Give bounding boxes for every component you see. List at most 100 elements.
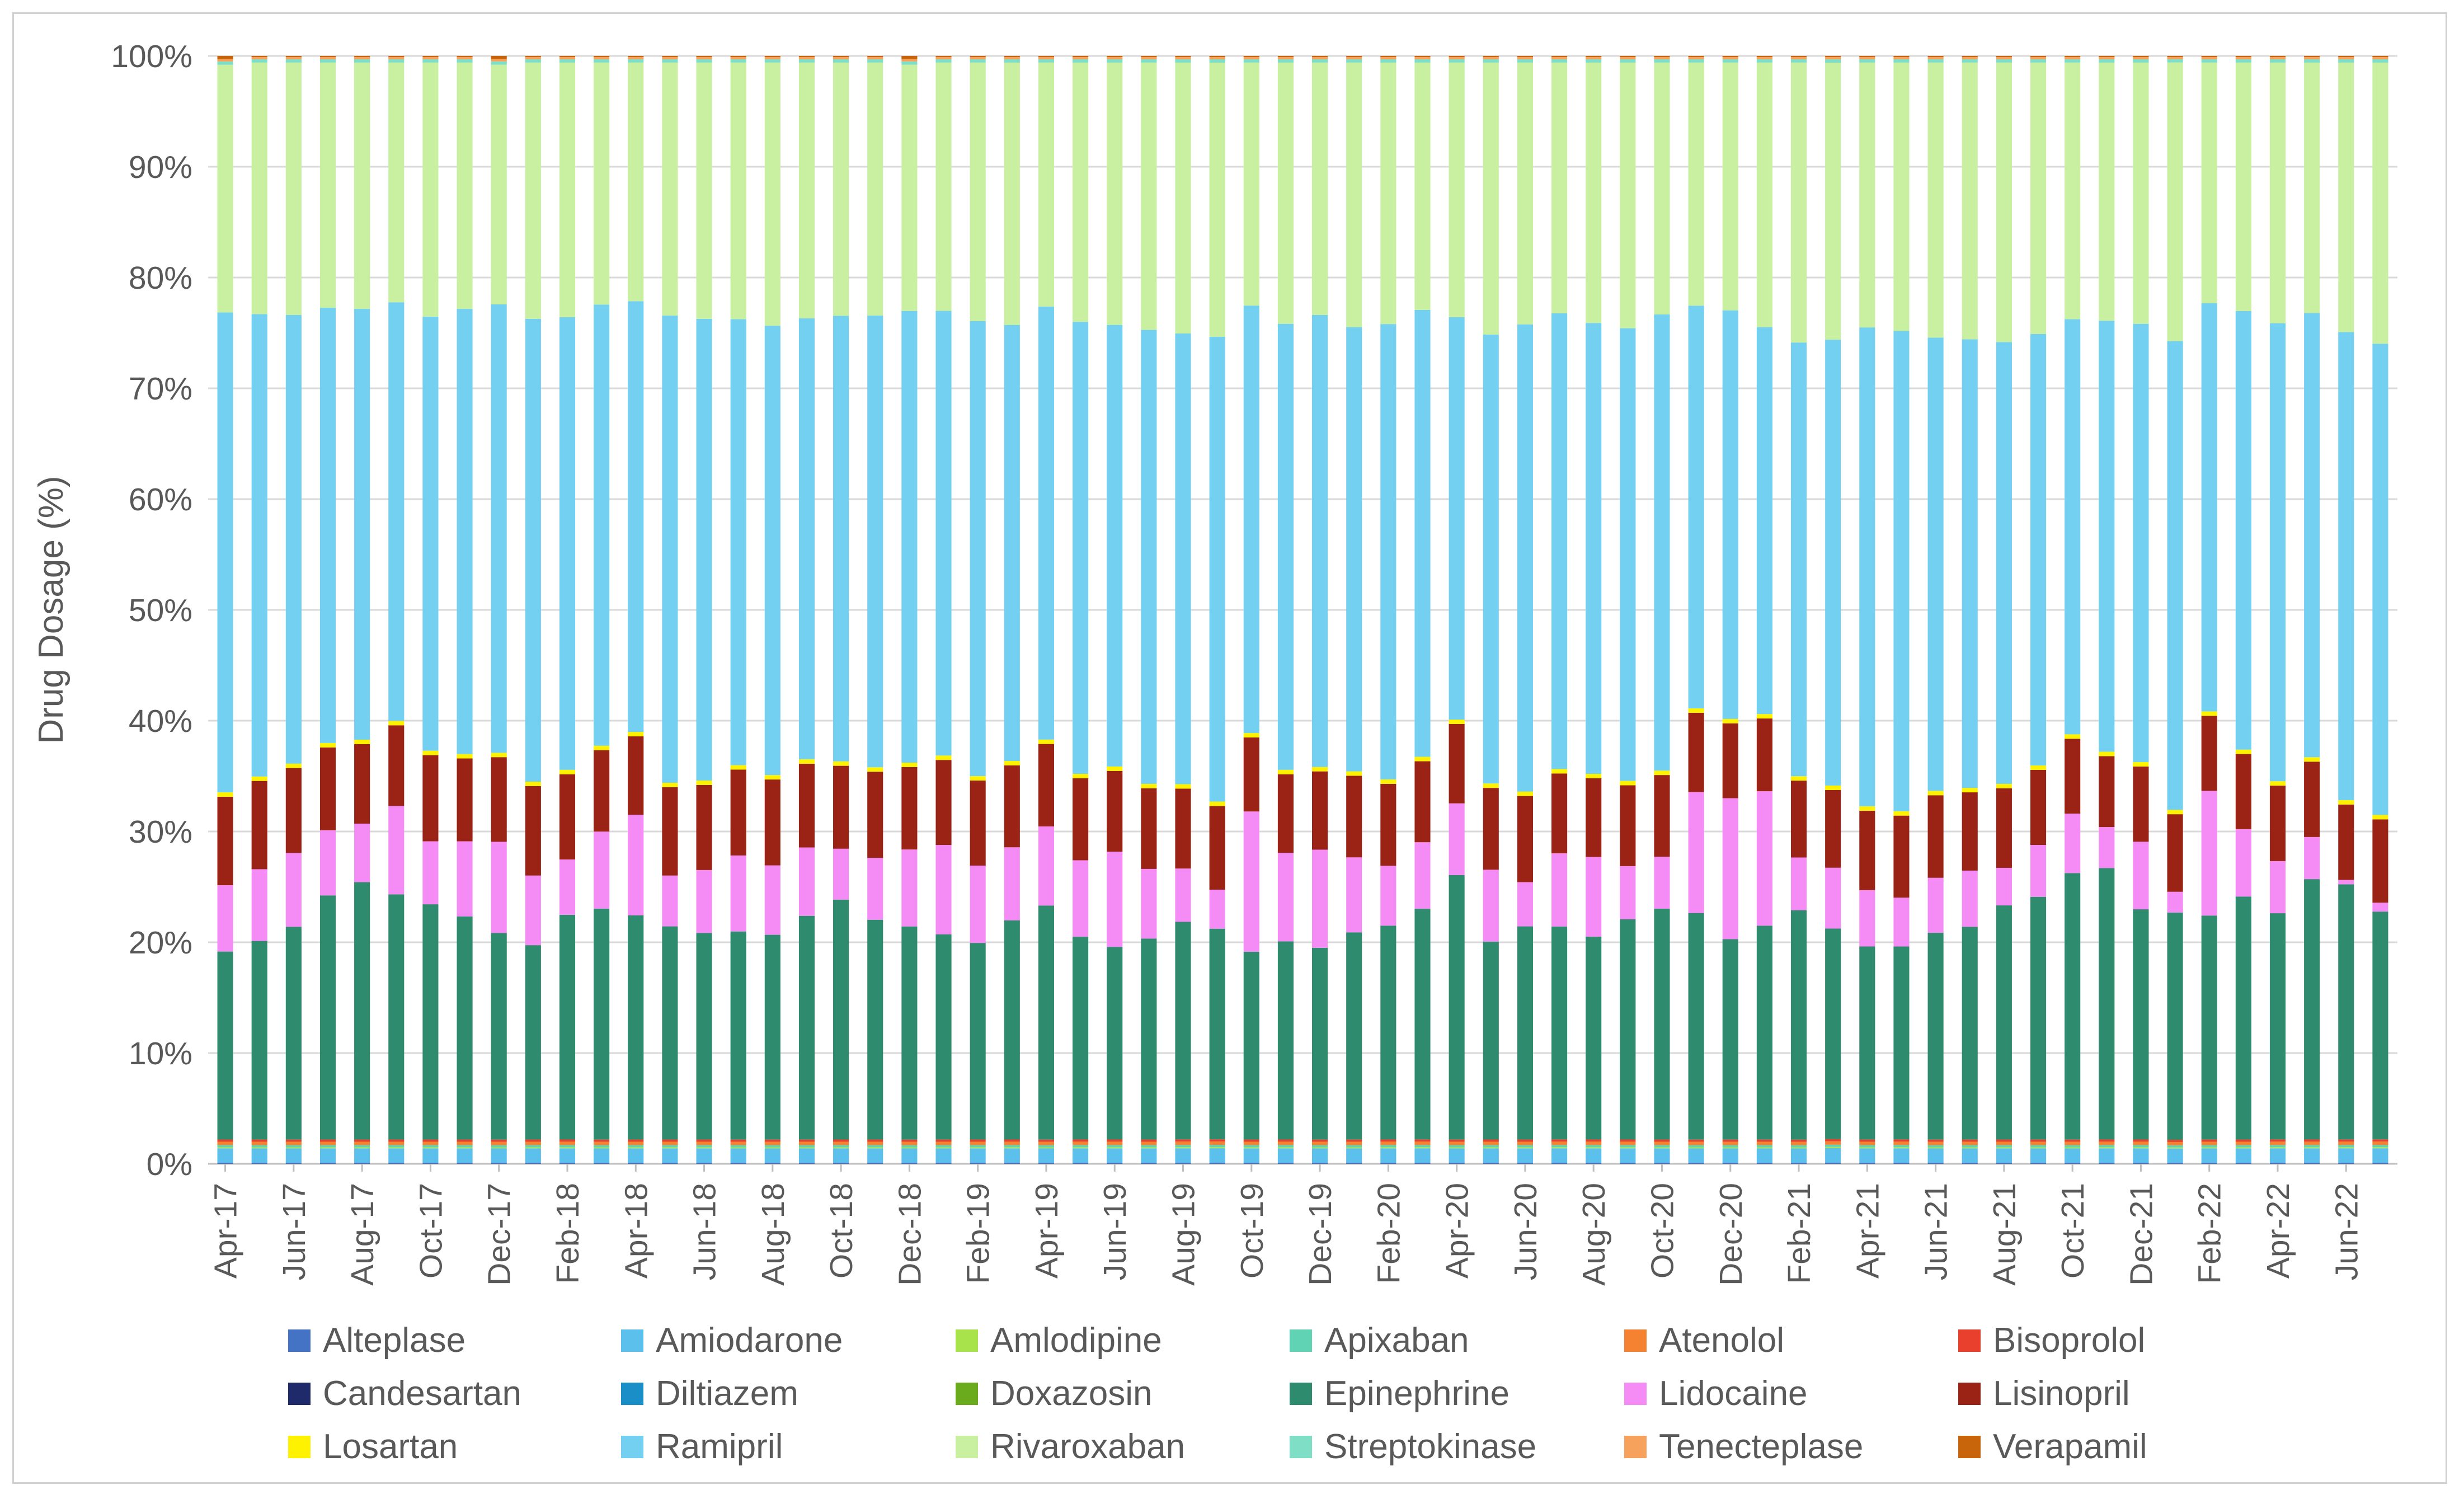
bar-segment <box>1175 62 1191 333</box>
bar-segment <box>457 1139 473 1142</box>
bar-segment <box>525 318 541 782</box>
bar-segment <box>2304 879 2320 1140</box>
legend-label: Diltiazem <box>656 1374 798 1413</box>
bar-segment <box>2304 1145 2320 1148</box>
bar-segment <box>2133 842 2149 910</box>
bar-segment <box>457 916 473 1140</box>
bar-segment <box>319 56 336 57</box>
bar-segment <box>1449 317 1465 720</box>
bar-segment <box>1449 1139 1465 1142</box>
bar-segment <box>1277 941 1294 1140</box>
bar-segment <box>422 841 439 905</box>
bar-segment <box>1175 788 1191 869</box>
bar-segment <box>1688 59 1704 63</box>
bar-segment <box>388 1139 405 1142</box>
bar-segment <box>2065 59 2081 63</box>
legend-swatch <box>621 1329 643 1352</box>
bar-segment <box>1175 333 1191 784</box>
bar-segment <box>1004 62 1020 325</box>
y-axis-label: Drug Dosage (%) <box>32 476 70 744</box>
y-tick-label: 50% <box>129 593 192 628</box>
bar-segment <box>285 763 302 768</box>
bar-segment <box>1927 59 1944 63</box>
bar-segment <box>1449 1148 1465 1163</box>
bar-segment <box>1620 1163 1636 1164</box>
bar-segment <box>559 1147 576 1149</box>
bar-segment <box>867 59 883 63</box>
bar-segment <box>2372 911 2388 1140</box>
bar-segment <box>970 321 986 777</box>
bar-segment <box>901 926 918 1140</box>
bar-segment <box>1243 811 1259 952</box>
bar-segment <box>2133 62 2149 324</box>
bar-segment <box>2338 880 2354 885</box>
bar-segment <box>1175 1147 1191 1149</box>
bar-stack <box>457 56 473 1164</box>
bar-segment <box>1380 1141 1396 1145</box>
bar-segment <box>2065 814 2081 873</box>
bar-segment <box>354 1147 370 1149</box>
bar-segment <box>662 1148 678 1163</box>
bar-segment <box>1722 1163 1738 1164</box>
bar-segment <box>1551 926 1568 1140</box>
bar-segment <box>1312 1163 1328 1164</box>
bar-segment <box>594 1147 610 1149</box>
legend-label: Amlodipine <box>990 1321 1162 1360</box>
bar-segment <box>1551 1147 1568 1149</box>
bar-segment <box>491 1147 507 1149</box>
bar-segment <box>2201 716 2217 791</box>
bar-segment <box>970 1148 986 1163</box>
bar-segment <box>559 859 576 915</box>
bar-segment <box>1825 56 1841 58</box>
bar-segment <box>1414 1147 1431 1149</box>
bar-segment <box>2065 62 2081 319</box>
bar-segment <box>1209 56 1225 57</box>
bar-segment <box>833 316 849 762</box>
bar-segment <box>217 1147 233 1149</box>
bar-segment <box>970 59 986 63</box>
bar-segment <box>1620 785 1636 866</box>
bar-segment <box>1825 1148 1841 1163</box>
bar-segment <box>319 1139 336 1142</box>
bar-segment <box>628 736 644 815</box>
bar-segment <box>1654 908 1670 1140</box>
x-tick-label: Apr-19 <box>1029 1183 1065 1279</box>
bar-stack <box>594 56 610 1164</box>
bar-segment <box>1414 62 1431 310</box>
bar-segment <box>2201 1163 2217 1164</box>
bar-segment <box>251 62 267 314</box>
bar-segment <box>1927 791 1944 796</box>
bar-segment <box>2030 769 2047 845</box>
bar-segment <box>217 1163 233 1164</box>
bar-segment <box>1962 1147 1978 1149</box>
bar-segment <box>1038 739 1055 744</box>
bar-segment <box>1996 1148 2012 1163</box>
bar-segment <box>798 1148 815 1163</box>
bar-segment <box>1107 325 1123 767</box>
bar-segment <box>2338 1163 2354 1164</box>
bar-segment <box>2372 1145 2388 1148</box>
bar-segment <box>970 1139 986 1142</box>
bar-segment <box>2030 1139 2047 1142</box>
bar-segment <box>2030 59 2047 63</box>
bar-segment <box>970 62 986 321</box>
bar-segment <box>2030 56 2047 57</box>
bar-segment <box>628 1147 644 1149</box>
bar-segment <box>354 882 370 1140</box>
legend-swatch <box>288 1383 311 1405</box>
bar-segment <box>2065 1147 2081 1149</box>
bar-segment <box>2167 62 2183 341</box>
legend-swatch <box>288 1329 311 1352</box>
bar-segment <box>1449 59 1465 63</box>
bar-segment <box>2304 1148 2320 1163</box>
bar-segment <box>1312 1148 1328 1163</box>
bar-segment <box>935 56 952 57</box>
bar-segment <box>867 919 883 1140</box>
legend-label: Alteplase <box>323 1321 465 1360</box>
bar-segment <box>1962 59 1978 63</box>
bar-segment <box>388 59 405 63</box>
bar-segment <box>319 308 336 743</box>
bar-segment <box>1722 723 1738 798</box>
legend-label: Amiodarone <box>656 1321 843 1360</box>
bar-segment <box>1996 1163 2012 1164</box>
